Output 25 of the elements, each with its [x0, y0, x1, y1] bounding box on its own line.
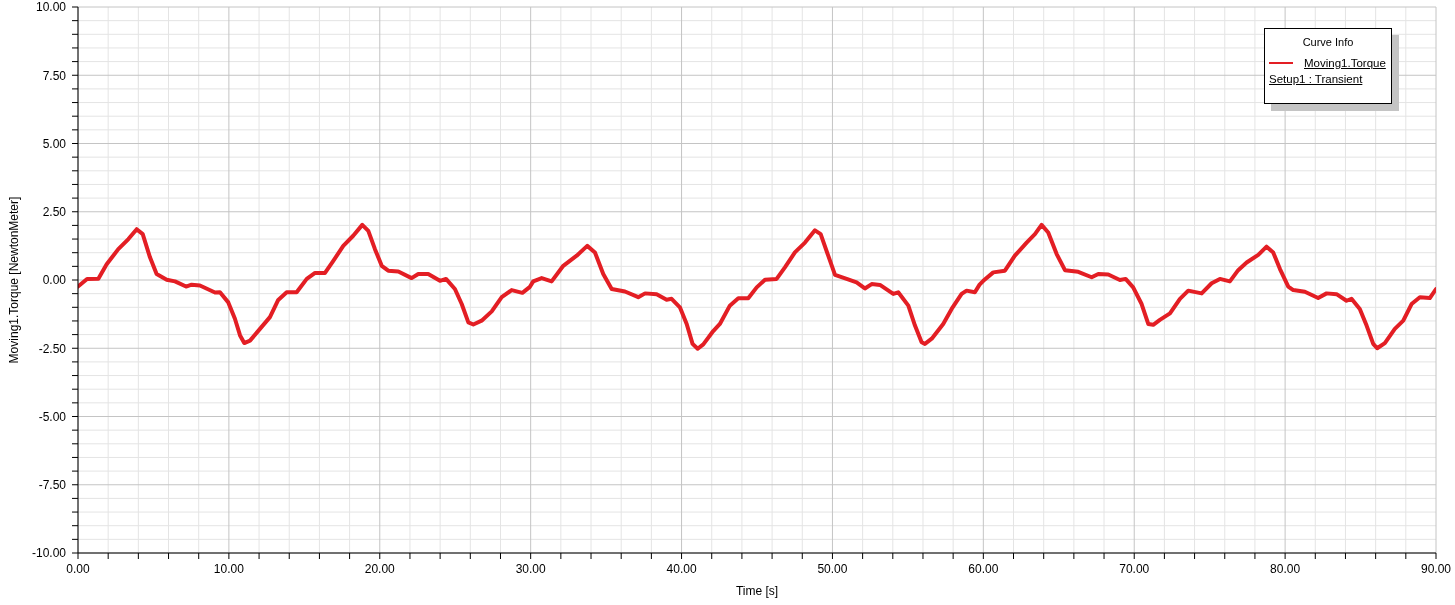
y-tick-label: 2.50	[42, 205, 67, 220]
x-tick-label: 50.00	[817, 561, 848, 576]
x-tick-label: 10.00	[213, 561, 245, 576]
x-tick-label: 20.00	[364, 561, 396, 576]
y-tick-label: 5.00	[42, 136, 67, 151]
x-tick-label: 30.00	[515, 561, 547, 576]
x-tick-label: 60.00	[968, 561, 999, 576]
legend-label: Moving1.Torque	[1304, 57, 1386, 69]
x-tick-label: 40.00	[666, 561, 697, 576]
annotation: Setup1 : Transient	[1268, 72, 1364, 87]
y-tick-label: -5.00	[38, 409, 67, 424]
y-axis-title: Moving1.Torque [NewtonMeter]	[7, 196, 22, 364]
legend-title: Curve Info	[1301, 35, 1355, 49]
y-tick-label: -7.50	[38, 478, 67, 493]
x-tick-label: 80.00	[1270, 561, 1301, 576]
y-tick-label: -10.00	[31, 546, 67, 561]
line-series	[78, 222, 1436, 351]
y-tick-label: 7.50	[42, 68, 67, 83]
y-tick-label: -2.50	[38, 341, 67, 356]
x-tick-label: 0.00	[66, 561, 90, 576]
y-tick-label: 0.00	[42, 273, 67, 288]
y-tick-label: 10.00	[35, 0, 67, 15]
x-axis-title: Time [s]	[735, 584, 779, 598]
x-tick-label: 70.00	[1119, 561, 1150, 576]
x-tick-label: 90.00	[1420, 561, 1452, 576]
